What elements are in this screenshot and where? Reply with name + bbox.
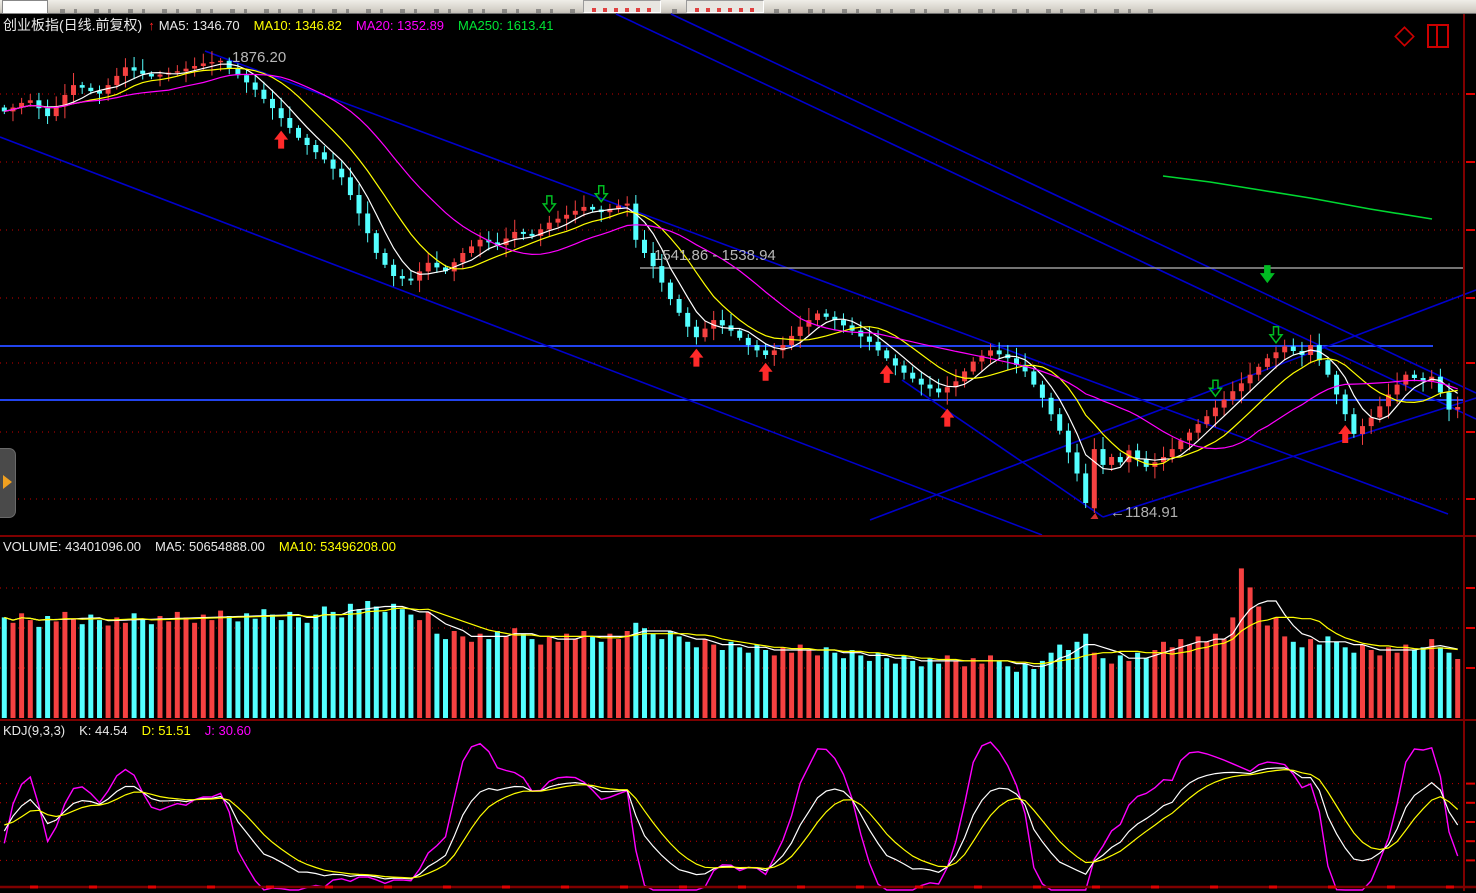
clipped-red-digits (695, 8, 755, 12)
diamond-icon[interactable] (1394, 26, 1415, 47)
corner-icons (1394, 24, 1449, 48)
toolbar-quote-button-1[interactable] (583, 0, 661, 13)
ma250-value: MA250: 1613.41 (458, 18, 554, 33)
sidebar-expand-handle[interactable] (0, 448, 16, 518)
high-price-label: 1876.20 (232, 49, 287, 66)
ma10-value: MA10: 1346.82 (253, 18, 342, 33)
volume-header: VOLUME: 43401096.00 MA5: 50654888.00 MA10:… (3, 539, 410, 554)
kdj-j-value: J: 30.60 (204, 723, 251, 738)
ma20-value: MA20: 1352.89 (355, 18, 445, 33)
volume-ma10-value: MA10: 53496208.00 (278, 539, 397, 554)
kdj-name: KDJ(9,3,3) (3, 723, 66, 738)
up-arrow-icon: ↑ (148, 18, 155, 33)
top-toolbar[interactable] (0, 0, 1476, 14)
volume-value: VOLUME: 43401096.00 (3, 539, 142, 554)
low-price-label: ←1184.91 (1110, 504, 1179, 521)
instrument-title: 创业板指(日线.前复权) (3, 17, 143, 33)
kdj-k-value: K: 44.54 (79, 723, 128, 738)
kdj-d-value: D: 51.51 (141, 723, 191, 738)
volume-ma5-value: MA5: 50654888.00 (155, 539, 265, 554)
gap-price-label: 1541.86 - 1538.94 (654, 247, 776, 264)
split-window-icon[interactable] (1427, 24, 1449, 48)
expand-arrow-icon (3, 475, 12, 489)
main-chart-header: 创业板指(日线.前复权) ↑ MA5: 1346.70 MA10: 1346.82 MA… (3, 15, 567, 35)
kdj-header: KDJ(9,3,3) K: 44.54 D: 51.51 J: 30.60 (3, 723, 265, 738)
toolbar-quote-button-2[interactable] (686, 0, 764, 13)
toolbar-input-box[interactable] (2, 0, 48, 14)
clipped-red-digits (592, 8, 652, 12)
ma5-value: MA5: 1346.70 (158, 18, 240, 33)
